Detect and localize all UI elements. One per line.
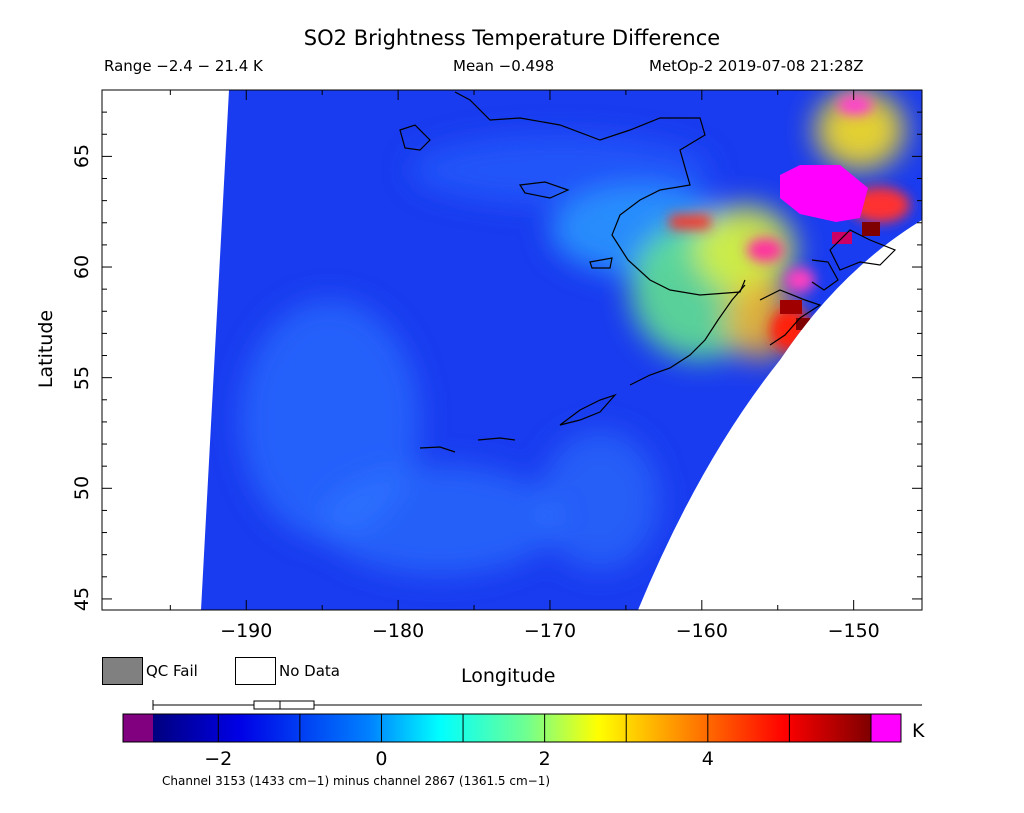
colorbar-under: [123, 714, 153, 742]
x-axis-label: Longitude: [461, 665, 556, 687]
mean-readout: Mean −0.498: [453, 57, 555, 75]
no-data-label: No Data: [279, 662, 340, 680]
y-axis-label: Latitude: [35, 309, 57, 389]
y-tick-label: 45: [71, 586, 93, 612]
y-tick-label: 65: [71, 144, 93, 169]
axis-ticks: [102, 90, 922, 610]
colorbar-tick-label: 0: [375, 748, 388, 770]
no-data-swatch: [235, 657, 276, 685]
colorbar-unit: K: [912, 720, 925, 742]
so2-swath: [201, 90, 922, 610]
y-tick-label: 55: [71, 365, 93, 390]
qc-fail-label: QC Fail: [146, 662, 198, 680]
colorbar-frame: [122, 713, 902, 743]
x-tick-label: −150: [827, 620, 880, 642]
colorbar-tick-label: 2: [538, 748, 551, 770]
colorbar-tick-label: −2: [204, 748, 233, 770]
colorbar-gradient: [153, 714, 871, 742]
satellite-time-readout: MetOp-2 2019-07-08 21:28Z: [649, 57, 864, 75]
colorbar-tick-label: 4: [701, 748, 714, 770]
range-slider-handle[interactable]: [253, 700, 315, 710]
y-tick-label: 50: [71, 476, 93, 501]
range-readout: Range −2.4 − 21.4 K: [104, 57, 263, 75]
x-tick-label: −190: [220, 620, 273, 642]
x-tick-label: −160: [675, 620, 728, 642]
colorbar-ticks: [217, 714, 872, 742]
coastlines: [399, 91, 897, 453]
y-tick-label: 60: [71, 254, 93, 280]
plot-frame: [101, 89, 923, 611]
qc-fail-swatch: [102, 657, 143, 685]
x-tick-label: −170: [523, 620, 577, 642]
x-tick-label: −180: [372, 620, 425, 642]
page-title: SO2 Brightness Temperature Difference: [303, 26, 721, 50]
colorbar-over: [871, 714, 901, 742]
colorbar-caption: Channel 3153 (1433 cm−1) minus channel 2…: [162, 774, 551, 788]
